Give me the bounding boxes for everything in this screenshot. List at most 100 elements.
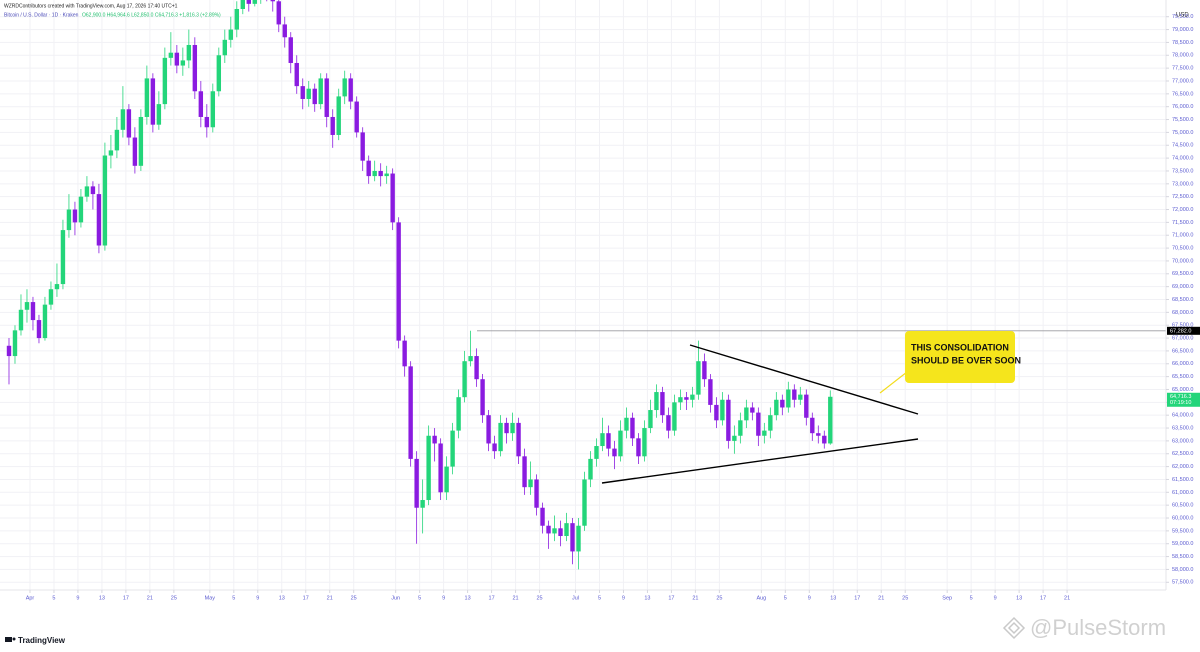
price-line-label: 67,282.0 (1170, 328, 1191, 334)
candle-body (144, 78, 150, 117)
candle-body (384, 173, 389, 177)
y-tick-label: 71,500.0 (1172, 220, 1193, 226)
candle-body (366, 160, 371, 177)
x-tick-label: 25 (171, 595, 177, 601)
candle-body (702, 361, 707, 380)
candle-body (564, 523, 569, 537)
candle-body (576, 525, 581, 552)
y-tick-label: 61,500.0 (1172, 477, 1193, 483)
trendline-lower (601, 438, 919, 484)
candle-body (516, 422, 521, 457)
y-tick-label: 73,000.0 (1172, 181, 1193, 187)
candle-body (354, 101, 359, 133)
y-tick-label: 60,000.0 (1172, 515, 1193, 521)
candle-body (714, 404, 719, 421)
y-tick-label: 63,500.0 (1172, 425, 1193, 431)
price-line-tag (1167, 326, 1200, 335)
candle-body (324, 78, 329, 117)
candle-body (390, 173, 395, 223)
candle-body (222, 39, 228, 56)
x-tick-label: 13 (830, 595, 836, 601)
trendline-upper (689, 344, 919, 415)
callout-box (905, 331, 1015, 383)
x-tick-label: 21 (878, 595, 884, 601)
y-tick-label: 79,000.0 (1172, 27, 1193, 33)
x-tick-label: 21 (512, 595, 518, 601)
candle-body (420, 500, 425, 508)
candle-body (726, 399, 731, 441)
candle-body (612, 448, 617, 457)
candle-body (468, 356, 473, 362)
candle-body (660, 392, 665, 416)
candle-body (180, 60, 186, 66)
candle-body (828, 396, 833, 444)
y-tick-label: 68,000.0 (1172, 310, 1193, 316)
ohlc: O62,900.0 H64,964.6 L62,850.0 C64,716.3 … (82, 12, 221, 18)
x-tick-label: 21 (327, 595, 333, 601)
candle-body (156, 104, 162, 125)
x-tick-label: 17 (489, 595, 495, 601)
x-tick-label: 17 (123, 595, 129, 601)
x-tick-label: 25 (536, 595, 542, 601)
candle-body (108, 150, 114, 156)
y-tick-label: 68,500.0 (1172, 297, 1193, 303)
candle-body (372, 170, 377, 177)
candle-body (666, 415, 671, 431)
candle-body (534, 479, 539, 508)
candle-body (654, 392, 659, 411)
candle-body (528, 479, 533, 488)
candle-body (642, 428, 647, 457)
candle-body (42, 304, 48, 339)
candle-body (396, 222, 401, 341)
y-tick-label: 73,500.0 (1172, 168, 1193, 174)
y-tick-label: 58,000.0 (1172, 567, 1193, 573)
candle-body (228, 29, 234, 40)
y-tick-label: 70,000.0 (1172, 258, 1193, 264)
candle-body (780, 399, 785, 408)
candle-body (330, 116, 335, 135)
y-tick-label: 60,500.0 (1172, 503, 1193, 509)
y-tick-label: 66,500.0 (1172, 348, 1193, 354)
y-tick-label: 62,000.0 (1172, 464, 1193, 470)
y-tick-label: 63,000.0 (1172, 438, 1193, 444)
watermark-group: @PulseStorm (1002, 615, 1166, 640)
x-tick-label: 5 (52, 595, 55, 601)
candle-body (288, 37, 293, 63)
candle-body (60, 230, 66, 285)
branding-logo (5, 637, 16, 642)
candle-body (510, 422, 515, 434)
y-tick-label: 67,000.0 (1172, 336, 1193, 342)
candle-body (66, 209, 72, 231)
candle-body (762, 430, 767, 436)
candle-body (24, 302, 30, 310)
candle-body (270, 0, 275, 2)
y-tick-label: 72,000.0 (1172, 207, 1193, 213)
candle-body (12, 330, 18, 357)
candle-body (138, 116, 144, 166)
candle-body (90, 186, 96, 195)
candle-body (282, 24, 287, 38)
candle-body (816, 433, 821, 436)
candle-body (408, 366, 413, 459)
x-tick-label: 5 (970, 595, 973, 601)
x-tick-label: 13 (1016, 595, 1022, 601)
x-tick-label: 21 (147, 595, 153, 601)
x-tick-label: Jul (572, 595, 579, 601)
symbol: Bitcoin / U.S. Dollar · 1D · Kraken (4, 12, 79, 18)
y-tick-label: 61,000.0 (1172, 490, 1193, 496)
x-tick-label: 17 (303, 595, 309, 601)
candle-body (114, 129, 120, 151)
y-tick-label: 75,500.0 (1172, 117, 1193, 123)
candle-body (450, 430, 455, 467)
candle-body (618, 430, 623, 457)
candle-body (402, 340, 407, 367)
candle-body (678, 397, 683, 403)
candles (6, 0, 833, 570)
candle-body (540, 507, 545, 526)
credit: WZRDContributors created with TradingVie… (4, 3, 178, 9)
candle-body (750, 407, 755, 413)
x-tick-label: 9 (256, 595, 259, 601)
y-tick-label: 62,500.0 (1172, 451, 1193, 457)
candle-body (336, 96, 341, 135)
